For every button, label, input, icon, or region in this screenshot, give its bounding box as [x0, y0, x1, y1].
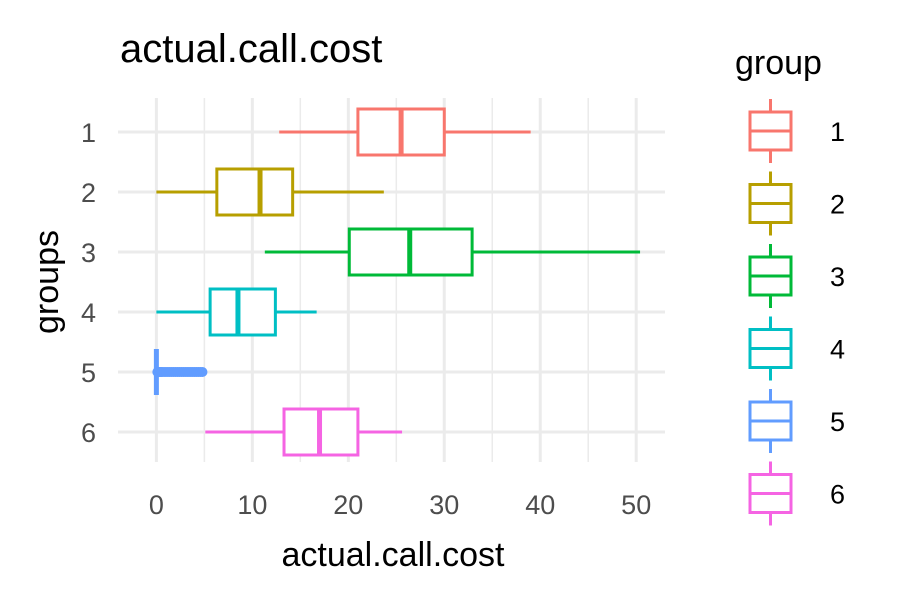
x-tick-labels: 0 10 20 30 40 50 [149, 490, 651, 520]
legend-label: 5 [830, 407, 845, 437]
legend-title: group [735, 44, 822, 82]
y-tick-label: 5 [81, 358, 96, 388]
legend-keys: 1 2 3 4 5 6 [748, 99, 845, 526]
box-group-3 [264, 227, 641, 277]
y-tick-label: 1 [81, 118, 96, 148]
legend-label: 2 [830, 190, 845, 220]
legend-key-1: 1 [748, 99, 845, 163]
legend-key-5: 5 [748, 389, 845, 453]
legend-key-3: 3 [748, 244, 845, 308]
box [215, 167, 295, 217]
y-tick-label: 3 [81, 238, 96, 268]
box-group-6 [205, 407, 403, 457]
box [208, 287, 277, 337]
x-tick-label: 50 [621, 490, 651, 520]
legend-key-4: 4 [748, 316, 845, 381]
legend-label: 3 [830, 262, 845, 292]
y-tick-label: 2 [81, 178, 96, 208]
legend-label: 1 [830, 117, 845, 147]
y-tick-label: 4 [81, 298, 96, 328]
y-axis-title: groups [28, 230, 66, 334]
chart-title: actual.call.cost [120, 27, 382, 71]
y-tick-label: 6 [81, 418, 96, 448]
box-group-2 [156, 167, 384, 217]
legend-key-6: 6 [748, 461, 845, 526]
outlier-point [197, 367, 208, 377]
legend: group 1 2 3 4 5 6 [735, 44, 845, 526]
y-tick-labels: 1 2 3 4 5 6 [81, 118, 96, 448]
box-group-1 [279, 107, 531, 157]
x-tick-label: 0 [149, 490, 164, 520]
legend-key-2: 2 [748, 171, 845, 236]
legend-label: 6 [830, 480, 845, 510]
x-tick-label: 10 [237, 490, 267, 520]
x-tick-label: 40 [525, 490, 555, 520]
boxes [152, 107, 641, 457]
box-group-4 [156, 287, 317, 337]
x-tick-label: 20 [333, 490, 363, 520]
x-tick-label: 30 [429, 490, 459, 520]
legend-label: 4 [830, 335, 845, 365]
box-group-5 [152, 349, 208, 395]
x-axis-title: actual.call.cost [282, 536, 506, 574]
